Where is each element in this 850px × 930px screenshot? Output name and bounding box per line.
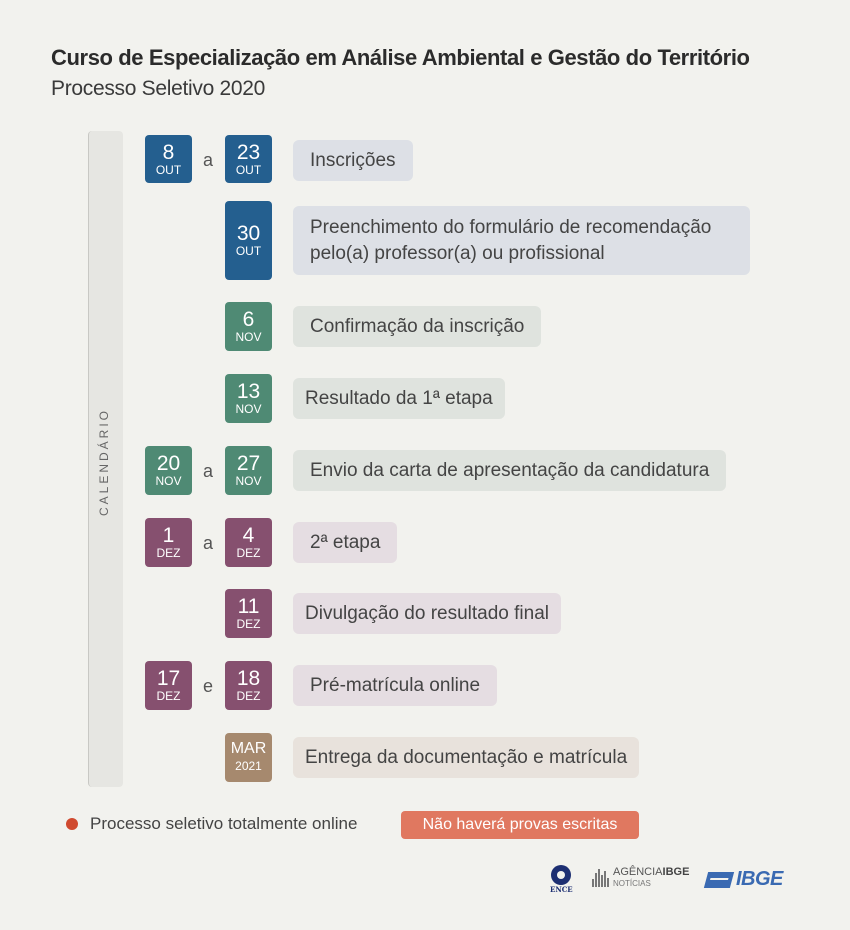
date-box: 13 NOV [225, 374, 272, 423]
date-day: 30 [236, 222, 261, 245]
event-label: Envio da carta de apresentação da candid… [293, 450, 727, 491]
date-end-box: 23 OUT [225, 135, 272, 183]
page-title: Curso de Especialização em Análise Ambie… [51, 45, 750, 70]
warning-badge: Não haverá provas escritas [401, 811, 639, 839]
calendar-sidebar [88, 131, 123, 787]
date-start-box: 1 DEZ [145, 518, 192, 567]
date-end-box: 27 NOV [225, 446, 272, 495]
page-subtitle: Processo Seletivo 2020 [51, 77, 266, 100]
agencia-sub: NOTÍCIAS [613, 879, 651, 888]
ibge-logo: IBGE [703, 868, 783, 891]
date-month: DEZ [156, 689, 181, 703]
event-label: Inscrições [293, 140, 413, 181]
ence-emblem-icon [551, 865, 571, 885]
footer-note: Processo seletivo totalmente online [90, 814, 358, 833]
event-label: Entrega da documentação e matrícula [293, 737, 640, 778]
date-day: 6 [242, 308, 255, 331]
agencia-brand: IBGE [662, 866, 690, 878]
agencia-ibge-logo: AGÊNCIAIBGE NOTÍCIAS [592, 867, 689, 888]
agencia-bars-icon [592, 868, 609, 887]
date-box: 6 NOV [225, 302, 272, 351]
date-day: 8 [162, 141, 175, 164]
event-label: Preenchimento do formulário de recomenda… [293, 206, 750, 275]
calendar-label: CALENDÁRIO [97, 407, 111, 516]
date-month: DEZ [156, 546, 181, 560]
date-day: 13 [236, 380, 261, 403]
date-connector: a [202, 150, 213, 170]
date-month: NOV [235, 330, 262, 344]
date-month: OUT [235, 244, 262, 258]
date-day: 23 [236, 141, 261, 164]
event-label: 2ª etapa [293, 522, 398, 563]
date-start-box: 8 OUT [145, 135, 192, 183]
online-dot-icon [66, 818, 78, 830]
date-month: OUT [155, 163, 182, 177]
date-day: 20 [156, 452, 181, 475]
date-day: 11 [237, 595, 260, 618]
date-connector: a [202, 461, 213, 481]
date-day: 4 [242, 524, 255, 547]
date-month: DEZ [236, 546, 261, 560]
date-month: OUT [235, 163, 262, 177]
event-label: Confirmação da inscrição [293, 306, 542, 347]
date-month: DEZ [236, 617, 261, 631]
date-connector: a [202, 533, 213, 553]
ibge-mark-icon [703, 871, 735, 888]
event-label: Resultado da 1ª etapa [293, 378, 505, 419]
ence-logo-text: ENCE [550, 885, 573, 894]
date-day: MAR [230, 740, 267, 757]
date-box: 30 OUT [225, 201, 272, 280]
date-day: 1 [162, 524, 175, 547]
date-end-box: 18 DEZ [225, 661, 272, 710]
date-month: NOV [235, 474, 262, 488]
event-label: Divulgação do resultado final [293, 593, 561, 634]
date-month: 2021 [235, 759, 262, 773]
date-day: 18 [236, 667, 261, 690]
date-connector: e [202, 676, 213, 696]
date-month: DEZ [236, 689, 261, 703]
date-start-box: 20 NOV [145, 446, 192, 495]
date-month: NOV [155, 474, 182, 488]
event-label: Pré-matrícula online [293, 665, 498, 706]
date-end-box: 4 DEZ [225, 518, 272, 567]
agencia-prefix: AGÊNCIA [613, 866, 663, 878]
ibge-logo-text: IBGE [736, 868, 783, 890]
date-month: NOV [235, 402, 262, 416]
ence-logo: ENCE [550, 865, 573, 894]
date-start-box: 17 DEZ [145, 661, 192, 710]
date-box: MAR 2021 [225, 733, 272, 782]
date-box: 11 DEZ [225, 589, 272, 638]
date-day: 27 [236, 452, 261, 475]
date-day: 17 [156, 667, 181, 690]
